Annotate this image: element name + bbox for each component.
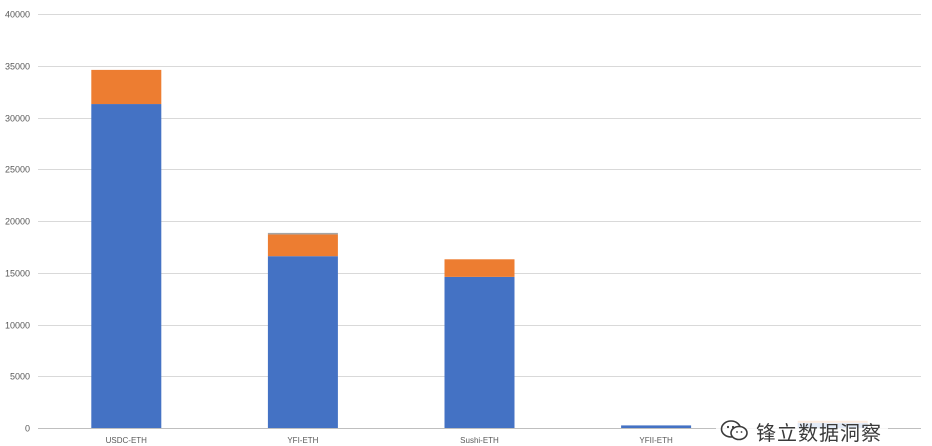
watermark: 锋立数据洞察: [716, 416, 888, 446]
y-tick-label: 35000: [5, 62, 30, 72]
y-tick-label: 5000: [10, 372, 30, 382]
y-tick-label: 40000: [5, 10, 30, 20]
x-tick-label: YFI-ETH: [287, 436, 318, 445]
bar-segment: [267, 256, 338, 428]
x-tick-label: USDC-ETH: [106, 436, 148, 445]
y-tick-label: 10000: [5, 321, 30, 331]
wechat-icon: [720, 420, 748, 441]
y-tick-label: 20000: [5, 217, 30, 227]
bar-segment: [91, 69, 162, 105]
bar-segment: [267, 232, 338, 235]
bar-segment: [621, 425, 692, 428]
y-tick-label: 0: [25, 424, 30, 434]
y-tick-label: 30000: [5, 114, 30, 124]
bar-segment: [444, 276, 515, 428]
x-tick-label: Sushi-ETH: [460, 436, 499, 445]
y-tick-label: 25000: [5, 165, 30, 175]
bar-segment: [444, 259, 515, 277]
watermark-text: 锋立数据洞察: [756, 420, 882, 445]
x-tick-label: YFII-ETH: [639, 436, 673, 445]
y-tick-label: 15000: [5, 269, 30, 279]
bar-segment: [267, 234, 338, 257]
bar-segment: [91, 104, 162, 429]
